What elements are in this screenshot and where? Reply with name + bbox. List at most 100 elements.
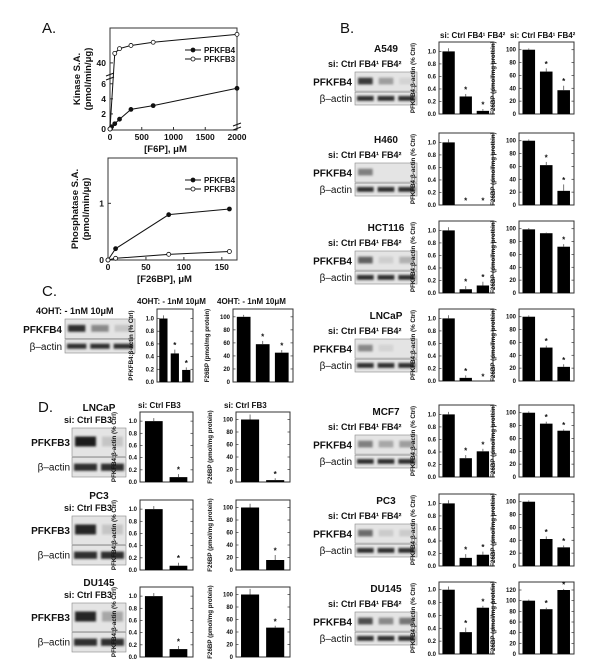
bar-1 bbox=[539, 233, 553, 293]
bar-0 bbox=[159, 318, 168, 382]
protein-band bbox=[399, 256, 414, 264]
data-point bbox=[113, 255, 118, 261]
y-tick-label: 0.6 bbox=[428, 74, 437, 80]
actin-band bbox=[377, 274, 395, 280]
plot-frame bbox=[107, 157, 238, 261]
y-tick-label: 0.6 bbox=[129, 618, 138, 624]
bar-chart-b-hct116-ratio: 0.0 0.2 0.4 0.6 0.8 1.0 PFKFB4:β-actin (% Ctrl… bbox=[410, 220, 494, 297]
significance-star: * bbox=[545, 153, 549, 162]
bar-chart-c-ratio: 0.0 0.2 0.4 0.6 0.8 1.0 PFKFB4:β-actin (% Ctrl… bbox=[128, 308, 194, 386]
bar-2 bbox=[557, 590, 570, 654]
y-tick-label: 0.0 bbox=[428, 291, 437, 297]
y-tick-label: 20 bbox=[226, 468, 233, 474]
bar-0 bbox=[522, 316, 536, 381]
y-tick-label: 20 bbox=[509, 366, 516, 372]
y-tick-label: 60 bbox=[226, 443, 233, 449]
line-chart-a-phosphatase: 0 50 100 150 0 1 [F26BP], μM Phosphatase S.A. (p… bbox=[70, 157, 238, 285]
y-tick-label: 0.2 bbox=[129, 468, 138, 474]
y-tick-label: 0.4 bbox=[428, 626, 437, 632]
y-tick-label: 0.0 bbox=[428, 203, 437, 209]
y-tick-label: 40 bbox=[509, 353, 516, 359]
significance-star: * bbox=[274, 617, 278, 626]
protein-band bbox=[358, 617, 373, 625]
bar-chart-b-lncap-f26bp: 0 20 40 60 80 100 F26BP (pmol/mg protein) * * bbox=[490, 308, 575, 385]
bar-2 bbox=[476, 285, 490, 293]
x-tick-label: 0 bbox=[106, 262, 111, 272]
cell-line-title: DU145 bbox=[83, 578, 115, 589]
y-tick-label: 0.8 bbox=[129, 431, 138, 437]
western-blot-b-du145: DU145 si: Ctrl FB4¹ FB4² PFKFB4 β–actin bbox=[313, 584, 418, 646]
legend-marker bbox=[190, 47, 196, 53]
y-tick-label: 40 bbox=[509, 265, 516, 271]
significance-star: * bbox=[562, 356, 566, 365]
actin-band bbox=[377, 95, 395, 101]
bar-0 bbox=[236, 316, 251, 382]
x-tick-label: 2000 bbox=[228, 132, 247, 142]
bar-1 bbox=[539, 423, 553, 477]
data-point bbox=[112, 50, 118, 56]
cell-line-title: MCF7 bbox=[372, 407, 400, 418]
x-tick-label: 150 bbox=[215, 262, 229, 272]
y-axis-label: F26BP (pmol/mg protein) bbox=[490, 404, 497, 477]
bar-chart-b-h460-ratio: 0.0 0.2 0.4 0.6 0.8 1.0 PFKFB4:β-actin (% Ctrl… bbox=[410, 132, 494, 209]
lane-labels: si: Ctrl FB3 bbox=[64, 503, 112, 513]
lane-labels: si: Ctrl FB4¹ FB4² bbox=[328, 59, 402, 69]
actin-band bbox=[74, 463, 97, 471]
y-tick-label: 0.8 bbox=[428, 62, 437, 68]
protein-label: PFKFB4 bbox=[313, 257, 352, 268]
y-tick-label: 20 bbox=[509, 99, 516, 105]
bar-1 bbox=[539, 609, 553, 654]
bar-2 bbox=[476, 607, 490, 654]
actin-label: β–actin bbox=[320, 634, 352, 645]
plot-frame bbox=[139, 411, 194, 483]
actin-band bbox=[101, 638, 124, 646]
actin-band bbox=[357, 547, 374, 553]
y-tick-label: 100 bbox=[220, 315, 231, 321]
y-tick-label: 0.4 bbox=[129, 631, 138, 637]
plot-frame bbox=[235, 499, 291, 571]
y-tick-label: 0.4 bbox=[146, 355, 155, 361]
actin-band bbox=[398, 186, 415, 192]
bar-0 bbox=[144, 421, 163, 482]
y-axis-label: Kinase S.A. bbox=[72, 53, 83, 105]
bar-2 bbox=[182, 369, 191, 382]
significance-star: * bbox=[562, 580, 566, 589]
bar-0 bbox=[522, 412, 536, 477]
y-tick-label: 0.6 bbox=[129, 443, 138, 449]
bar-1 bbox=[169, 649, 188, 657]
bar-2 bbox=[557, 547, 570, 566]
protein-label: PFKFB4 bbox=[313, 441, 352, 452]
significance-star: * bbox=[177, 466, 181, 475]
y-tick-label: 60 bbox=[509, 340, 516, 346]
bar-0 bbox=[442, 414, 455, 477]
protein-band bbox=[75, 436, 96, 447]
actin-band bbox=[398, 635, 415, 641]
y-tick-label: 0 bbox=[230, 480, 234, 486]
significance-star: * bbox=[481, 197, 485, 206]
bar-0 bbox=[442, 318, 455, 381]
actin-label: β–actin bbox=[320, 546, 352, 557]
y-tick-label: 0.0 bbox=[428, 652, 437, 658]
protein-band bbox=[102, 611, 123, 622]
y-tick-label: 0.2 bbox=[129, 643, 138, 649]
significance-star: * bbox=[562, 236, 566, 245]
y-tick-label: 100 bbox=[223, 593, 234, 599]
significance-star: * bbox=[562, 537, 566, 546]
protein-band bbox=[68, 324, 86, 332]
y-tick-label: 0.0 bbox=[428, 564, 437, 570]
protein-band bbox=[399, 529, 414, 537]
y-axis-label: Phosphatase S.A. bbox=[70, 169, 81, 249]
protein-band bbox=[114, 324, 132, 332]
y-tick-label: 0.2 bbox=[428, 278, 437, 284]
bar-1 bbox=[169, 565, 188, 570]
bar-chart-b-mcf7-f26bp: 0 20 40 60 80 100 F26BP (pmol/mg protein) * * bbox=[490, 404, 575, 481]
y-tick-label: 0 bbox=[99, 255, 104, 265]
y-axis-label: PFKFB4:β-actin (% Ctrl) bbox=[111, 412, 118, 482]
protein-label: PFKFB3 bbox=[31, 526, 70, 537]
y-tick-label: 1.0 bbox=[428, 412, 437, 418]
y-tick-label: 0.4 bbox=[428, 266, 437, 272]
x-tick-label: 0 bbox=[108, 132, 113, 142]
bar-0 bbox=[442, 51, 455, 114]
y-tick-label: 0 bbox=[230, 655, 234, 661]
significance-star: * bbox=[261, 332, 265, 341]
